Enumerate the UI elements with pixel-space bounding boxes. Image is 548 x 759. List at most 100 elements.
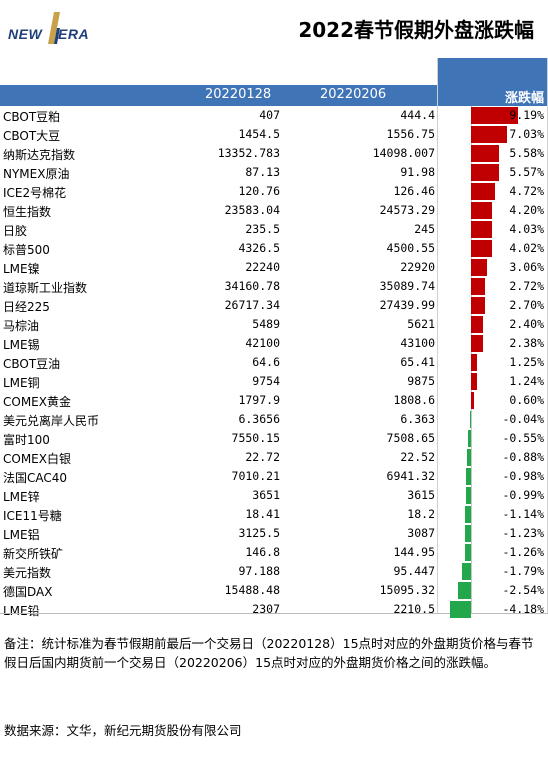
table-row: 美元兑离岸人民币 6.3656 6.363 -0.04% <box>0 410 548 429</box>
row-name: 马棕油 <box>3 319 40 333</box>
row-name: LME锡 <box>3 338 40 352</box>
logo-text-left: NEW <box>8 26 43 42</box>
row-change-pct: 3.06% <box>509 260 544 274</box>
column-divider <box>437 58 438 613</box>
company-logo: NEW ERA <box>8 10 98 48</box>
row-value-after: 18.2 <box>407 507 435 521</box>
row-name: 纳斯达克指数 <box>3 148 76 162</box>
change-bar <box>464 544 471 561</box>
row-change-pct: -2.54% <box>502 583 544 597</box>
table-row: ICE11号糖 18.41 18.2 -1.14% <box>0 505 548 524</box>
change-bar <box>471 392 475 409</box>
row-name: COMEX白银 <box>3 452 71 466</box>
change-bar <box>471 202 493 219</box>
table-header-row: 20220128 20220206 涨跌幅 <box>0 85 548 106</box>
row-name: LME锌 <box>3 490 40 504</box>
logo-text-right: ERA <box>58 26 90 42</box>
row-value-before: 18.41 <box>245 507 280 521</box>
row-change-pct: -0.98% <box>502 469 544 483</box>
row-value-after: 24573.29 <box>379 203 435 217</box>
row-name: LME铜 <box>3 376 40 390</box>
row-name: 恒生指数 <box>3 205 52 219</box>
change-bar <box>471 316 484 333</box>
row-value-after: 27439.99 <box>379 298 435 312</box>
row-value-before: 42100 <box>245 336 280 350</box>
table-bottom-border <box>0 613 548 614</box>
change-bar <box>471 297 485 314</box>
row-value-after: 22920 <box>400 260 435 274</box>
row-value-before: 2307 <box>252 602 280 616</box>
row-change-pct: -4.18% <box>502 602 544 616</box>
row-value-before: 34160.78 <box>224 279 280 293</box>
table-row: 标普500 4326.5 4500.55 4.02% <box>0 239 548 258</box>
row-value-before: 97.188 <box>238 564 280 578</box>
row-value-before: 22.72 <box>245 450 280 464</box>
row-value-after: 6941.32 <box>386 469 435 483</box>
table-row: ICE2号棉花 120.76 126.46 4.72% <box>0 182 548 201</box>
row-change-pct: -1.79% <box>502 564 544 578</box>
row-change-pct: 2.38% <box>509 336 544 350</box>
row-change-pct: 2.70% <box>509 298 544 312</box>
row-value-before: 7550.15 <box>231 431 280 445</box>
row-name: ICE11号糖 <box>3 509 62 523</box>
row-name: ICE2号棉花 <box>3 186 67 200</box>
row-value-after: 95.447 <box>393 564 435 578</box>
header-date-before: 20220128 <box>205 87 272 102</box>
row-change-pct: -0.04% <box>502 412 544 426</box>
row-value-after: 14098.007 <box>372 146 435 160</box>
change-bar <box>466 468 471 485</box>
row-value-before: 1797.9 <box>238 393 280 407</box>
row-value-before: 120.76 <box>238 184 280 198</box>
table-row: 日胶 235.5 245 4.03% <box>0 220 548 239</box>
row-value-before: 64.6 <box>252 355 280 369</box>
table-row: 马棕油 5489 5621 2.40% <box>0 315 548 334</box>
table-row: LME铜 9754 9875 1.24% <box>0 372 548 391</box>
row-name: CBOT豆粕 <box>3 110 61 124</box>
table-row: LME铝 3125.5 3087 -1.23% <box>0 524 548 543</box>
row-value-after: 126.46 <box>393 184 435 198</box>
change-bar <box>449 601 471 618</box>
table-row: LME锡 42100 43100 2.38% <box>0 334 548 353</box>
change-bar <box>470 411 471 428</box>
row-value-before: 26717.34 <box>224 298 280 312</box>
row-change-pct: 4.20% <box>509 203 544 217</box>
row-value-after: 1808.6 <box>393 393 435 407</box>
row-change-pct: 4.02% <box>509 241 544 255</box>
table-row: LME镍 22240 22920 3.06% <box>0 258 548 277</box>
row-name: 日经225 <box>3 300 50 314</box>
row-change-pct: -0.55% <box>502 431 544 445</box>
row-change-pct: 1.25% <box>509 355 544 369</box>
row-change-pct: 4.72% <box>509 184 544 198</box>
table-row: 纳斯达克指数 13352.783 14098.007 5.58% <box>0 144 548 163</box>
row-value-before: 146.8 <box>245 545 280 559</box>
header-date-after: 20220206 <box>320 87 387 102</box>
logo-mark-icon <box>48 12 60 44</box>
row-change-pct: 0.60% <box>509 393 544 407</box>
row-value-after: 1556.75 <box>386 127 435 141</box>
row-change-pct: 2.40% <box>509 317 544 331</box>
table-row: COMEX白银 22.72 22.52 -0.88% <box>0 448 548 467</box>
row-change-pct: -0.99% <box>502 488 544 502</box>
change-bar <box>468 430 471 447</box>
row-value-after: 91.98 <box>400 165 435 179</box>
row-value-before: 7010.21 <box>231 469 280 483</box>
row-value-before: 235.5 <box>245 222 280 236</box>
footnote: 备注：统计标准为春节假期前最后一个交易日（20220128）15点时对应的外盘期… <box>4 636 534 670</box>
change-bar <box>464 525 471 542</box>
table-row: 新交所铁矿 146.8 144.95 -1.26% <box>0 543 548 562</box>
row-name: LME铝 <box>3 528 40 542</box>
change-bar <box>471 354 478 371</box>
row-name: 新交所铁矿 <box>3 547 64 561</box>
row-change-pct: 7.03% <box>509 127 544 141</box>
row-name: 日胶 <box>3 224 28 238</box>
data-source: 数据来源：文华，新纪元期货股份有限公司 <box>4 723 242 738</box>
header-accent-block <box>437 58 548 85</box>
row-name: 法国CAC40 <box>3 471 68 485</box>
table-row: CBOT豆粕 407 444.4 9.19% <box>0 106 548 125</box>
row-name: COMEX黄金 <box>3 395 71 409</box>
table-row: CBOT豆油 64.6 65.41 1.25% <box>0 353 548 372</box>
change-bar <box>471 221 492 238</box>
table-row: 德国DAX 15488.48 15095.32 -2.54% <box>0 581 548 600</box>
row-change-pct: 1.24% <box>509 374 544 388</box>
row-change-pct: 5.57% <box>509 165 544 179</box>
